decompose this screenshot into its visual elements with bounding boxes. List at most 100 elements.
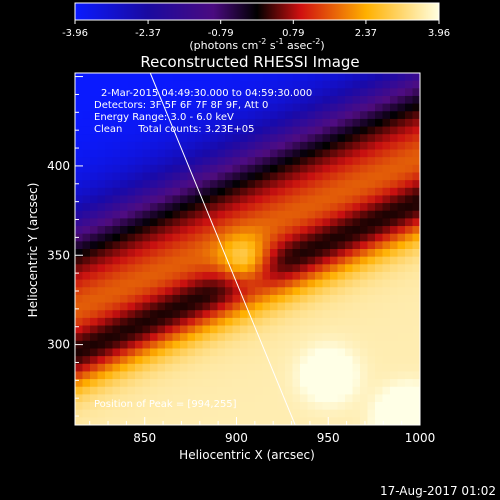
heatmap-cell bbox=[382, 256, 391, 265]
heatmap-cell bbox=[142, 317, 151, 327]
heatmap-cell bbox=[315, 233, 324, 242]
heatmap-cell bbox=[97, 126, 106, 135]
heatmap-cell bbox=[75, 141, 84, 151]
heatmap-cell bbox=[232, 141, 241, 151]
heatmap-cell bbox=[195, 402, 204, 411]
heatmap-cell bbox=[367, 256, 376, 265]
heatmap-cell bbox=[240, 233, 249, 242]
heatmap-cell bbox=[225, 164, 234, 174]
heatmap-cell bbox=[202, 402, 211, 411]
heatmap-cell bbox=[105, 126, 114, 135]
heatmap-cell bbox=[382, 310, 391, 319]
heatmap-cell bbox=[360, 402, 369, 411]
heatmap-cell bbox=[135, 402, 144, 411]
heatmap-cell bbox=[397, 287, 406, 296]
heatmap-cell bbox=[337, 340, 346, 350]
heatmap-cell bbox=[367, 164, 376, 174]
heatmap-cell bbox=[112, 294, 121, 304]
heatmap-cell bbox=[322, 157, 331, 166]
heatmap-cell bbox=[82, 264, 91, 273]
heatmap-cell bbox=[352, 180, 361, 189]
heatmap-cell bbox=[270, 172, 279, 181]
heatmap-cell bbox=[202, 149, 211, 158]
heatmap-cell bbox=[150, 210, 159, 219]
heatmap-cell bbox=[352, 371, 361, 380]
heatmap-cell bbox=[217, 218, 226, 227]
footer-timestamp: 17-Aug-2017 01:02 bbox=[380, 484, 496, 498]
heatmap-cell bbox=[172, 402, 181, 411]
heatmap-cell bbox=[232, 394, 241, 403]
heatmap-cell bbox=[172, 103, 181, 112]
heatmap-cell bbox=[390, 233, 399, 242]
heatmap-cell bbox=[285, 118, 294, 128]
heatmap-cell bbox=[277, 226, 286, 235]
heatmap-cell bbox=[322, 118, 331, 128]
heatmap-cell bbox=[412, 356, 420, 365]
heatmap-cell bbox=[375, 333, 384, 342]
heatmap-cell bbox=[210, 149, 219, 158]
heatmap-cell bbox=[225, 333, 234, 342]
heatmap-cell bbox=[315, 218, 324, 227]
heatmap-cell bbox=[367, 149, 376, 158]
heatmap-cell bbox=[292, 417, 301, 425]
heatmap-cell bbox=[210, 226, 219, 235]
heatmap-cell bbox=[262, 134, 271, 143]
heatmap-cell bbox=[240, 256, 249, 265]
heatmap-cell bbox=[375, 356, 384, 365]
heatmap-cell bbox=[202, 134, 211, 143]
colorbar: -3.96 -2.37 -0.79 0.79 2.37 3.96 (photons cm-… bbox=[62, 2, 450, 52]
heatmap-cell bbox=[277, 256, 286, 265]
heatmap-cell bbox=[75, 279, 84, 288]
heatmap-cell bbox=[180, 333, 189, 342]
heatmap-cell bbox=[165, 363, 174, 373]
heatmap-cell bbox=[375, 310, 384, 319]
heatmap-cell bbox=[405, 371, 414, 380]
heatmap-cell bbox=[82, 325, 91, 334]
heatmap-cell bbox=[270, 402, 279, 411]
heatmap-cell bbox=[300, 379, 309, 388]
heatmap-cell bbox=[285, 172, 294, 181]
heatmap-cell bbox=[172, 363, 181, 373]
heatmap-cell bbox=[82, 126, 91, 135]
heatmap-cell bbox=[307, 394, 316, 403]
heatmap-cell bbox=[82, 371, 91, 380]
heatmap-cell bbox=[210, 126, 219, 135]
heatmap-cell bbox=[210, 287, 219, 296]
heatmap-cell bbox=[187, 111, 196, 120]
heatmap-cell bbox=[135, 317, 144, 327]
heatmap-cell bbox=[187, 256, 196, 265]
heatmap-cell bbox=[217, 409, 226, 418]
heatmap-cell bbox=[292, 134, 301, 143]
heatmap-cell bbox=[330, 279, 339, 288]
heatmap-cell bbox=[247, 287, 256, 296]
heatmap-cell bbox=[240, 249, 249, 258]
heatmap-cell bbox=[322, 195, 331, 204]
heatmap-cell bbox=[195, 241, 204, 250]
heatmap-cell bbox=[322, 310, 331, 319]
heatmap-cell bbox=[180, 287, 189, 296]
heatmap-cell bbox=[75, 187, 84, 197]
heatmap-cell bbox=[270, 118, 279, 128]
heatmap-cell bbox=[300, 210, 309, 219]
heatmap-cell bbox=[105, 187, 114, 197]
heatmap-cell bbox=[330, 287, 339, 296]
heatmap-cell bbox=[187, 409, 196, 418]
heatmap-cell bbox=[397, 164, 406, 174]
heatmap-cell bbox=[157, 279, 166, 288]
heatmap-cell bbox=[120, 88, 129, 97]
heatmap-cell bbox=[375, 379, 384, 388]
heatmap-cell bbox=[180, 134, 189, 143]
heatmap-cell bbox=[120, 409, 129, 418]
heatmap-cell bbox=[127, 340, 136, 350]
heatmap-cell bbox=[322, 134, 331, 143]
heatmap-cell bbox=[292, 172, 301, 181]
heatmap-cell bbox=[277, 409, 286, 418]
heatmap-cell bbox=[105, 88, 114, 97]
heatmap-cell bbox=[210, 386, 219, 395]
heatmap-cell bbox=[337, 371, 346, 380]
heatmap-cell bbox=[307, 356, 316, 365]
heatmap-cell bbox=[172, 195, 181, 204]
heatmap-cell bbox=[90, 287, 99, 296]
heatmap-cell bbox=[307, 218, 316, 227]
heatmap-cell bbox=[382, 302, 391, 311]
